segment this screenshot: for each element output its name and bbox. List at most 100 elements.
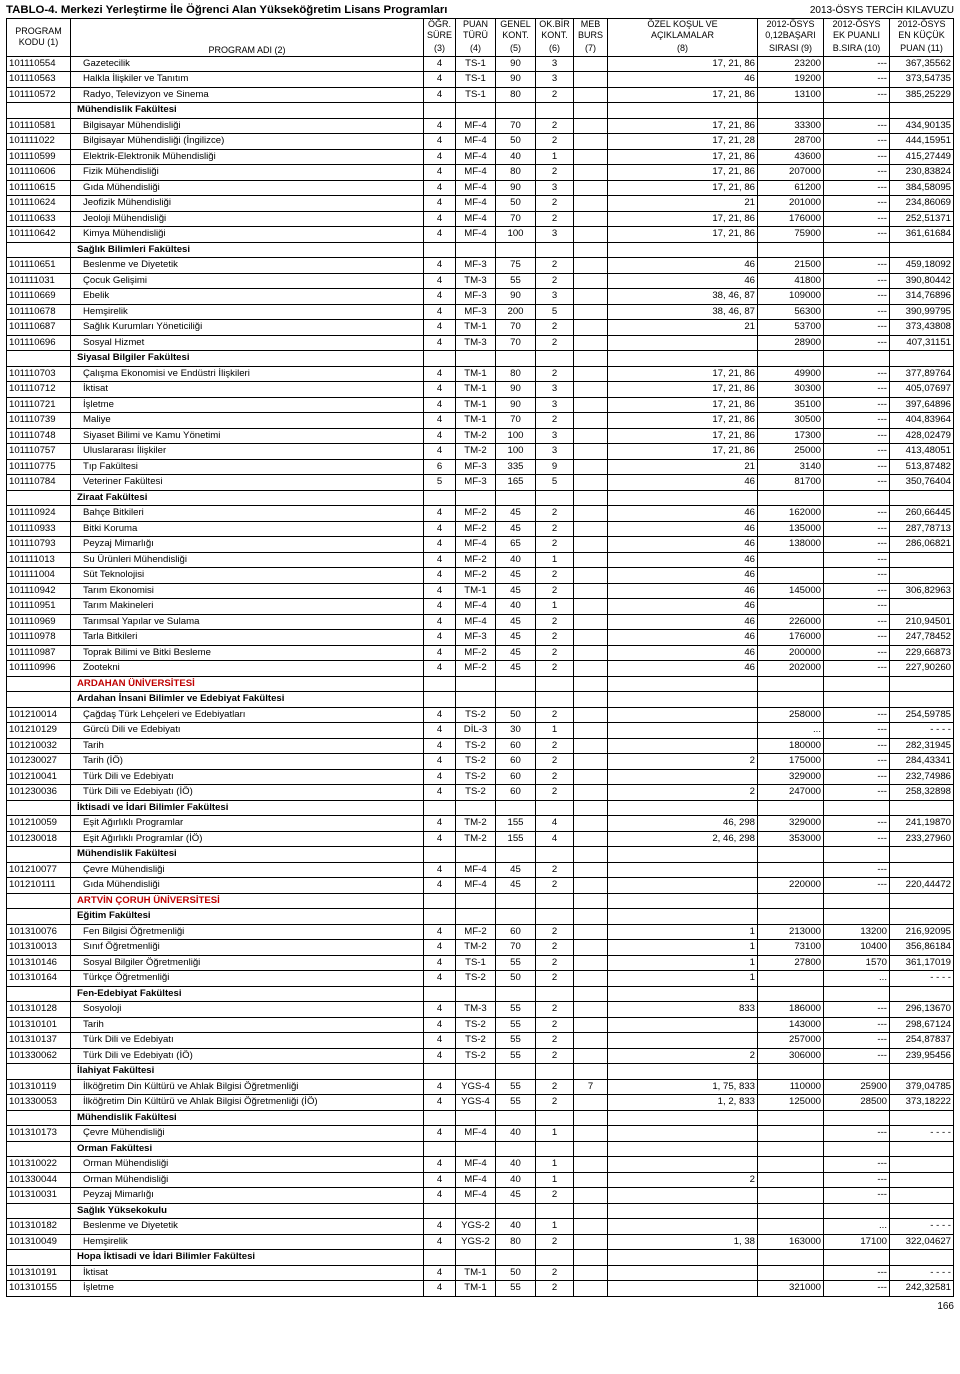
okbir-cell: 2 bbox=[536, 1265, 574, 1281]
name-cell: Hemşirelik bbox=[71, 304, 424, 320]
code-cell: 101230027 bbox=[7, 754, 71, 770]
table-row: 101210041Türk Dili ve Edebiyatı4TS-26023… bbox=[7, 769, 954, 785]
empty-cell bbox=[536, 1064, 574, 1080]
rank10-cell: --- bbox=[824, 87, 890, 103]
empty-cell bbox=[890, 490, 954, 506]
duration-cell: 4 bbox=[424, 304, 456, 320]
empty-cell bbox=[608, 986, 758, 1002]
empty-cell bbox=[536, 676, 574, 692]
general-quota-cell: 40 bbox=[496, 599, 536, 615]
rank9-cell: 25000 bbox=[758, 444, 824, 460]
empty-cell bbox=[758, 692, 824, 708]
table-row: 101330053İlköğretim Din Kültürü ve Ahlak… bbox=[7, 1095, 954, 1111]
table-row: Hopa İktisadi ve İdari Bilimler Fakültes… bbox=[7, 1250, 954, 1266]
okbir-cell: 2 bbox=[536, 862, 574, 878]
table-row: Ardahan İnsani Bilimler ve Edebiyat Fakü… bbox=[7, 692, 954, 708]
okbir-cell: 2 bbox=[536, 521, 574, 537]
code-cell: 101110951 bbox=[7, 599, 71, 615]
table-row: 101110678Hemşirelik4MF-3200538, 46, 8756… bbox=[7, 304, 954, 320]
score11-cell: - - - - bbox=[890, 723, 954, 739]
duration-cell: 4 bbox=[424, 1033, 456, 1049]
code-cell: 101230018 bbox=[7, 831, 71, 847]
section-name-cell: Eğitim Fakültesi bbox=[71, 909, 424, 925]
okbir-cell: 3 bbox=[536, 444, 574, 460]
conditions-cell bbox=[608, 1157, 758, 1173]
code-cell: 101110606 bbox=[7, 165, 71, 181]
score-type-cell: MF-4 bbox=[456, 134, 496, 150]
duration-cell: 4 bbox=[424, 1234, 456, 1250]
general-quota-cell: 60 bbox=[496, 754, 536, 770]
conditions-cell bbox=[608, 1188, 758, 1204]
duration-cell: 4 bbox=[424, 862, 456, 878]
section-name-cell: İlahiyat Fakültesi bbox=[71, 1064, 424, 1080]
score-type-cell: TM-2 bbox=[456, 831, 496, 847]
table-row: 101110712İktisat4TM-190317, 21, 8630300-… bbox=[7, 382, 954, 398]
section-name-cell: Ziraat Fakültesi bbox=[71, 490, 424, 506]
conditions-cell: 17, 21, 86 bbox=[608, 227, 758, 243]
rank9-cell bbox=[758, 1219, 824, 1235]
rank10-cell: --- bbox=[824, 428, 890, 444]
conditions-cell: 1, 38 bbox=[608, 1234, 758, 1250]
table-row: 101110784Veteriner Fakültesi5MF-31655468… bbox=[7, 475, 954, 491]
empty-cell bbox=[536, 893, 574, 909]
table-row: 101310049Hemşirelik4YGS-28021, 381630001… bbox=[7, 1234, 954, 1250]
duration-cell: 4 bbox=[424, 552, 456, 568]
empty-cell bbox=[496, 242, 536, 258]
empty-cell bbox=[758, 490, 824, 506]
empty-cell bbox=[758, 1064, 824, 1080]
empty-cell bbox=[758, 242, 824, 258]
empty-cell bbox=[608, 692, 758, 708]
empty-cell bbox=[574, 847, 608, 863]
empty-cell bbox=[890, 909, 954, 925]
empty-cell bbox=[7, 800, 71, 816]
empty-cell bbox=[7, 490, 71, 506]
duration-cell: 4 bbox=[424, 816, 456, 832]
empty-cell bbox=[574, 1250, 608, 1266]
okbir-cell: 3 bbox=[536, 72, 574, 88]
conditions-cell: 17, 21, 86 bbox=[608, 397, 758, 413]
name-cell: İşletme bbox=[71, 1281, 424, 1297]
code-cell: 101210041 bbox=[7, 769, 71, 785]
empty-cell bbox=[7, 1250, 71, 1266]
score11-cell: 413,48051 bbox=[890, 444, 954, 460]
name-cell: Ebelik bbox=[71, 289, 424, 305]
table-row: 101110624Jeofizik Mühendisliği4MF-450221… bbox=[7, 196, 954, 212]
table-row: 101310146Sosyal Bilgiler Öğretmenliği4TS… bbox=[7, 955, 954, 971]
conditions-cell bbox=[608, 1219, 758, 1235]
conditions-cell bbox=[608, 878, 758, 894]
general-quota-cell: 90 bbox=[496, 382, 536, 398]
rank9-cell: 30500 bbox=[758, 413, 824, 429]
okbir-cell: 2 bbox=[536, 769, 574, 785]
code-cell: 101110624 bbox=[7, 196, 71, 212]
code-cell: 101110687 bbox=[7, 320, 71, 336]
rank10-cell: ... bbox=[824, 971, 890, 987]
score11-cell: 210,94501 bbox=[890, 614, 954, 630]
name-cell: Toprak Bilimi ve Bitki Besleme bbox=[71, 645, 424, 661]
table-row: 101110748Siyaset Bilimi ve Kamu Yönetimi… bbox=[7, 428, 954, 444]
general-quota-cell: 55 bbox=[496, 1095, 536, 1111]
empty-cell bbox=[424, 676, 456, 692]
name-cell: Zootekni bbox=[71, 661, 424, 677]
conditions-cell: 21 bbox=[608, 459, 758, 475]
meb-cell bbox=[574, 165, 608, 181]
general-quota-cell: 45 bbox=[496, 568, 536, 584]
empty-cell bbox=[7, 893, 71, 909]
general-quota-cell: 45 bbox=[496, 862, 536, 878]
name-cell: Gazetecilik bbox=[71, 56, 424, 72]
code-cell: 101110757 bbox=[7, 444, 71, 460]
conditions-cell: 833 bbox=[608, 1002, 758, 1018]
score11-cell: 373,54735 bbox=[890, 72, 954, 88]
rank10-cell: --- bbox=[824, 661, 890, 677]
empty-cell bbox=[456, 351, 496, 367]
table-row: 101110969Tarımsal Yapılar ve Sulama4MF-4… bbox=[7, 614, 954, 630]
table-row: 101110563Halkla İlişkiler ve Tanıtım4TS-… bbox=[7, 72, 954, 88]
code-cell: 101310155 bbox=[7, 1281, 71, 1297]
table-row: İktisadi ve İdari Bilimler Fakültesi bbox=[7, 800, 954, 816]
name-cell: Çocuk Gelişimi bbox=[71, 273, 424, 289]
empty-cell bbox=[7, 103, 71, 119]
rank9-cell: 201000 bbox=[758, 196, 824, 212]
name-cell: Siyaset Bilimi ve Kamu Yönetimi bbox=[71, 428, 424, 444]
rank10-cell: --- bbox=[824, 506, 890, 522]
code-cell: 101310031 bbox=[7, 1188, 71, 1204]
name-cell: Uluslararası İlişkiler bbox=[71, 444, 424, 460]
